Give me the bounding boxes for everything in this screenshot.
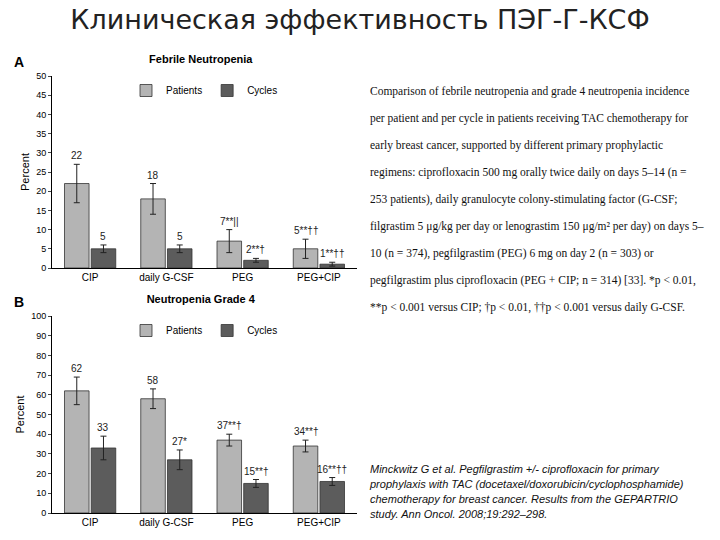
svg-text:5**††: 5**†† <box>294 225 318 236</box>
svg-text:100: 100 <box>31 311 46 321</box>
svg-text:20: 20 <box>36 186 46 196</box>
svg-text:15: 15 <box>36 206 46 216</box>
svg-text:CIP: CIP <box>82 517 99 528</box>
svg-text:1**††: 1**†† <box>320 248 344 259</box>
svg-text:33: 33 <box>97 422 109 433</box>
svg-text:80: 80 <box>36 351 46 361</box>
svg-text:10: 10 <box>36 225 46 235</box>
svg-text:PEG+CIP: PEG+CIP <box>297 272 341 283</box>
svg-text:34**†: 34**† <box>294 426 318 437</box>
svg-text:58: 58 <box>147 375 159 386</box>
svg-text:7**||: 7**|| <box>220 216 239 227</box>
svg-text:Patients: Patients <box>166 85 202 96</box>
svg-text:Cycles: Cycles <box>247 325 277 336</box>
svg-text:90: 90 <box>36 331 46 341</box>
html-text:Клиническая эффективность ПЭГ-: Клиническая эффективность ПЭГ-Г-КСФ <box>70 4 650 35</box>
svg-text:Febrile Neutropenia: Febrile Neutropenia <box>149 53 253 65</box>
svg-text:Patients: Patients <box>166 325 202 336</box>
svg-text:5: 5 <box>100 231 106 242</box>
svg-text:30: 30 <box>36 449 46 459</box>
svg-text:15**†: 15**† <box>244 466 268 477</box>
svg-text:5: 5 <box>41 244 46 254</box>
svg-text:0: 0 <box>41 508 46 518</box>
svg-text:40: 40 <box>36 110 46 120</box>
svg-text:Cycles: Cycles <box>247 85 277 96</box>
svg-text:22: 22 <box>71 150 83 161</box>
svg-text:40: 40 <box>36 429 46 439</box>
svg-text:B: B <box>14 294 24 310</box>
svg-text:25: 25 <box>36 167 46 177</box>
svg-text:Neutropenia Grade 4: Neutropenia Grade 4 <box>147 293 256 305</box>
svg-text:PEG: PEG <box>232 517 253 528</box>
svg-text:PEG+CIP: PEG+CIP <box>297 517 341 528</box>
svg-text:60: 60 <box>36 390 46 400</box>
svg-text:62: 62 <box>71 363 83 374</box>
svg-text:10: 10 <box>36 488 46 498</box>
html-text:Comparison of febrile neutrope: Comparison of febrile neutropenia and gr… <box>370 85 704 313</box>
svg-text:50: 50 <box>36 71 46 81</box>
svg-text:45: 45 <box>36 90 46 100</box>
svg-text:Percent: Percent <box>19 153 31 191</box>
html-text:Minckwitz G et al. Pegfilgrast: Minckwitz G et al. Pegfilgrastim +/- cip… <box>370 463 684 520</box>
svg-text:30: 30 <box>36 148 46 158</box>
svg-text:5: 5 <box>177 231 183 242</box>
svg-text:Percent: Percent <box>14 396 26 434</box>
svg-text:PEG: PEG <box>232 272 253 283</box>
svg-text:37**†: 37**† <box>217 420 241 431</box>
svg-text:16**††: 16**†† <box>317 464 347 475</box>
svg-text:35: 35 <box>36 129 46 139</box>
svg-text:CIP: CIP <box>82 272 99 283</box>
svg-text:50: 50 <box>36 410 46 420</box>
svg-text:A: A <box>14 54 24 70</box>
svg-text:daily G-CSF: daily G-CSF <box>139 272 193 283</box>
svg-text:27*: 27* <box>172 436 187 447</box>
svg-text:2**†: 2**† <box>246 244 265 255</box>
svg-text:0: 0 <box>41 263 46 273</box>
svg-text:70: 70 <box>36 370 46 380</box>
svg-text:daily G-CSF: daily G-CSF <box>139 517 193 528</box>
svg-text:18: 18 <box>147 170 159 181</box>
svg-text:20: 20 <box>36 469 46 479</box>
